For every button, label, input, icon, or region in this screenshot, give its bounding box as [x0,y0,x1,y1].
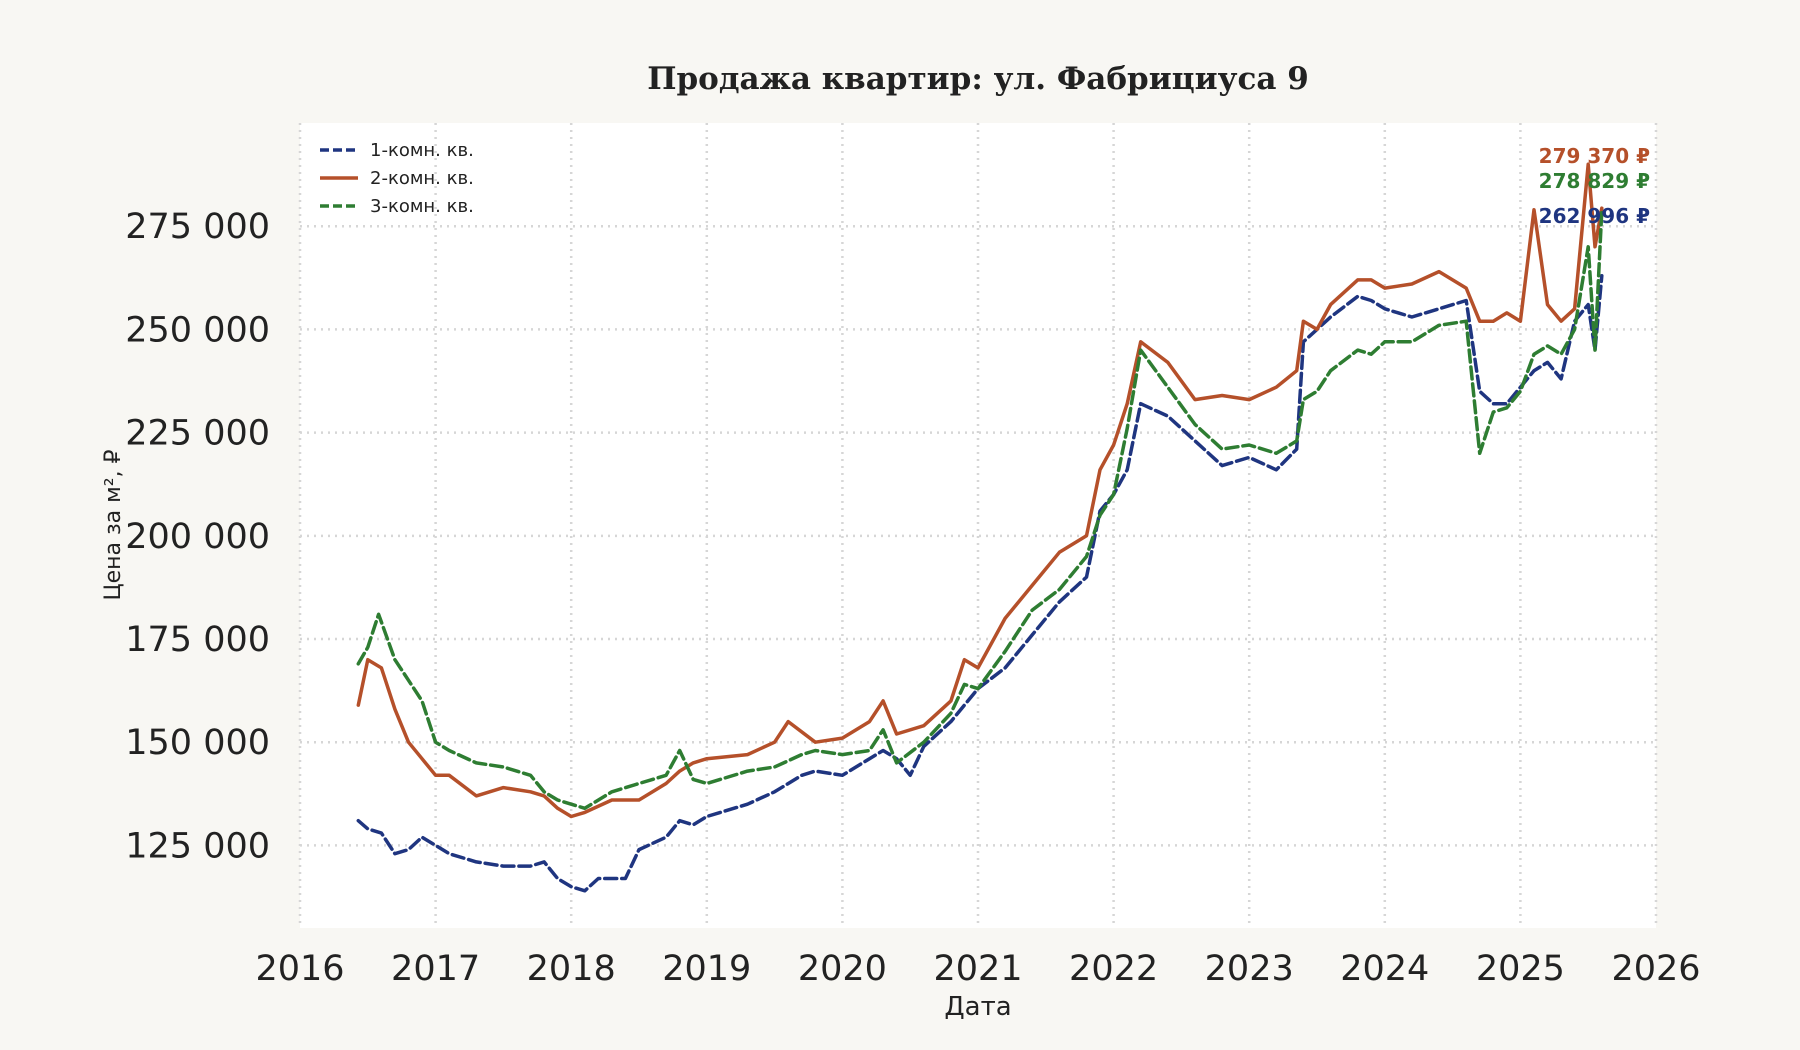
x-tick-label: 2025 [1476,949,1565,989]
x-tick-label: 2021 [933,949,1022,989]
x-tick-label: 2017 [391,949,480,989]
end-label-2: 279 370 ₽ [1539,144,1650,168]
x-tick-label: 2016 [255,949,344,989]
x-tick-label: 2022 [1069,949,1158,989]
y-tick-label: 125 000 [125,826,270,866]
legend-entry-2: 2-комн. кв. [370,168,474,189]
x-tick-label: 2023 [1205,949,1294,989]
y-tick-label: 175 000 [125,620,270,660]
x-tick-label: 2026 [1611,949,1700,989]
y-tick-label: 200 000 [125,517,270,557]
end-labels: 279 370 ₽278 829 ₽ 262 996 ₽ [1539,144,1650,228]
end-label-1: 262 996 ₽ [1539,204,1650,228]
x-tick-label: 2020 [798,949,887,989]
x-axis-ticks: 2016 2017 2018 2019 2020 2021 2022 2023 2024 2025… [255,949,1700,989]
legend-entry-3: 3-комн. кв. [370,196,474,217]
legend-entry-1: 1-комн. кв. [370,140,474,161]
grid [298,123,1658,928]
x-tick-label: 2018 [527,949,616,989]
y-tick-label: 275 000 [125,207,270,247]
series-line-3 [356,208,1604,811]
y-tick-label: 225 000 [125,414,270,454]
legend: 1-комн. кв. 2-комн. кв. 3-комн. кв. [320,140,474,217]
end-label-3: 278 829 ₽ [1539,169,1650,193]
y-tick-label: 150 000 [125,723,270,763]
chart-title: Продажа квартир: ул. Фабрициуса 9 [647,61,1309,97]
y-tick-label: 250 000 [125,310,270,350]
x-axis-label: Дата [944,992,1011,1022]
series-lines [356,162,1604,893]
series-line-2 [356,162,1604,819]
y-axis-label: Цена за м², ₽ [101,449,126,600]
x-tick-label: 2024 [1340,949,1429,989]
x-tick-label: 2019 [662,949,751,989]
y-axis-ticks: 125 000 150 000 175 000 200 000 225 000 250 0… [125,207,270,866]
